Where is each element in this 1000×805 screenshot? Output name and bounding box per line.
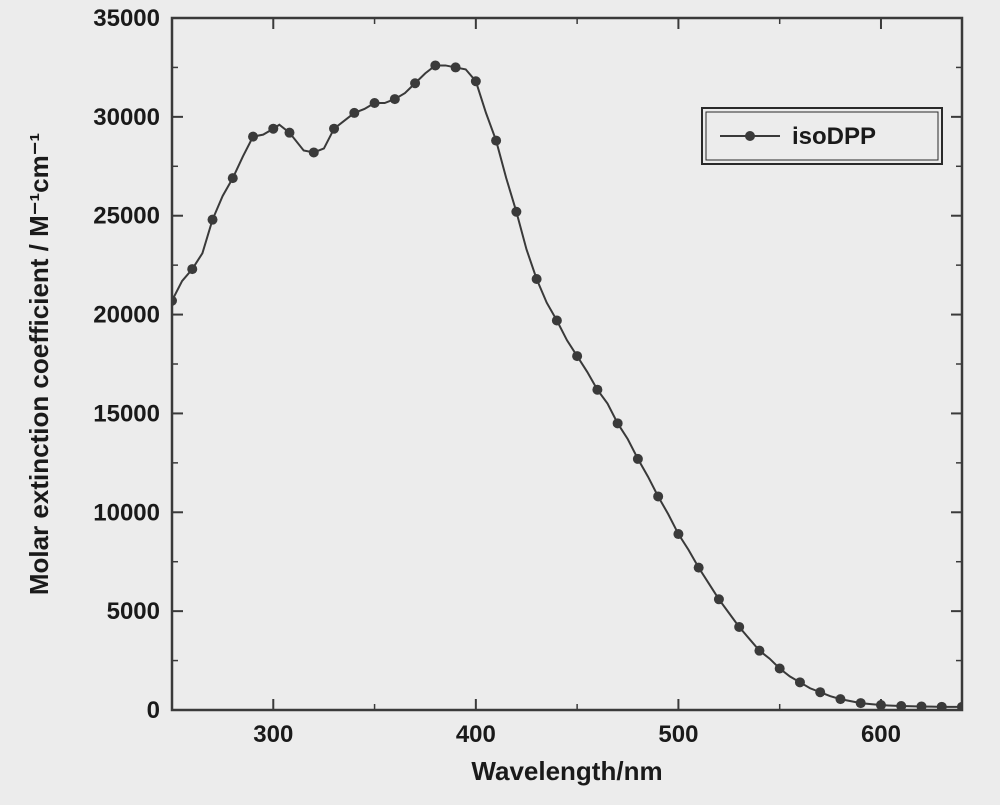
series-marker: [471, 76, 481, 86]
y-tick-label: 15000: [93, 400, 160, 427]
series-marker: [734, 622, 744, 632]
series-marker: [896, 701, 906, 711]
series-marker: [491, 136, 501, 146]
y-tick-label: 5000: [107, 598, 160, 625]
y-tick-label: 20000: [93, 302, 160, 329]
x-axis-label: Wavelength/nm: [471, 756, 662, 786]
series-marker: [349, 108, 359, 118]
series-marker: [694, 563, 704, 573]
series-marker: [714, 594, 724, 604]
series-marker: [653, 491, 663, 501]
series-marker: [633, 454, 643, 464]
series-marker: [410, 78, 420, 88]
series-marker: [208, 215, 218, 225]
series-marker: [754, 646, 764, 656]
series-marker: [329, 124, 339, 134]
absorption-spectrum-chart: 300 400 500 600 0 5000 10000 15000 20000 25000 300…: [0, 0, 1000, 805]
series-marker: [430, 60, 440, 70]
series-marker: [552, 316, 562, 326]
y-tick-label: 35000: [93, 5, 160, 32]
legend-label: isoDPP: [792, 123, 876, 150]
legend-sample-marker: [745, 131, 755, 141]
series-marker: [451, 62, 461, 72]
series-marker: [390, 94, 400, 104]
series-marker: [815, 687, 825, 697]
x-tick-label: 400: [456, 721, 496, 748]
series-marker: [248, 132, 258, 142]
series-marker: [613, 418, 623, 428]
y-tick-label: 10000: [93, 499, 160, 526]
series-marker: [775, 663, 785, 673]
series-marker: [916, 701, 926, 711]
x-tick-label: 300: [253, 721, 293, 748]
series-marker: [592, 385, 602, 395]
series-marker: [795, 677, 805, 687]
chart-container: 300 400 500 600 0 5000 10000 15000 20000 25000 300…: [0, 0, 1000, 805]
y-tick-label: 25000: [93, 203, 160, 230]
series-marker: [228, 173, 238, 183]
series-marker: [856, 698, 866, 708]
x-tick-label: 500: [658, 721, 698, 748]
series-marker: [187, 264, 197, 274]
series-marker: [572, 351, 582, 361]
series-marker: [835, 694, 845, 704]
series-marker: [309, 147, 319, 157]
series-marker: [673, 529, 683, 539]
series-marker: [284, 128, 294, 138]
y-tick-label: 0: [147, 697, 160, 724]
series-marker: [370, 98, 380, 108]
y-axis-label: Molar extinction coefficient / M⁻¹cm⁻¹: [24, 133, 54, 595]
x-tick-label: 600: [861, 721, 901, 748]
series-marker: [268, 124, 278, 134]
series-marker: [876, 700, 886, 710]
y-tick-label: 30000: [93, 104, 160, 131]
series-marker: [532, 274, 542, 284]
series-marker: [511, 207, 521, 217]
